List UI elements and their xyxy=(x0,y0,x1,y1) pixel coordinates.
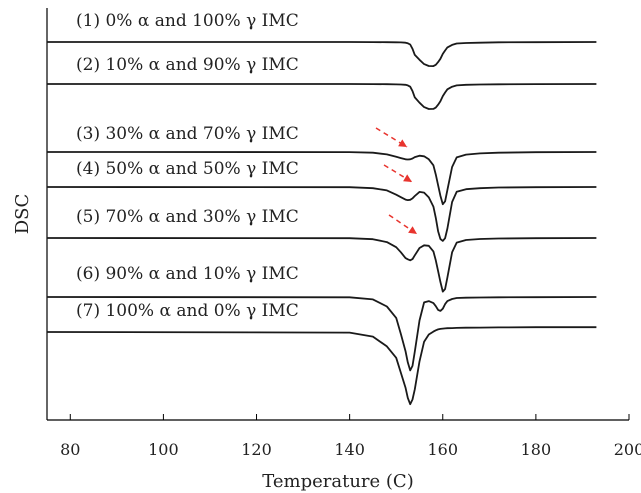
x-ticks: 80 100 120 140 160 180 200 xyxy=(60,414,641,459)
x-tick-label: 160 xyxy=(427,440,458,459)
peak-arrow-head-3 xyxy=(408,226,417,234)
dsc-curve-1 xyxy=(47,41,597,67)
dsc-curve-5 xyxy=(46,237,597,293)
curve-label-7: (7) 100% α and 0% γ IMC xyxy=(76,301,299,321)
dsc-curves xyxy=(46,41,597,406)
dsc-curve-2 xyxy=(47,83,597,110)
x-tick-label: 180 xyxy=(521,440,552,459)
y-axis-title: DSC xyxy=(12,194,33,235)
curve-label-2: (2) 10% α and 90% γ IMC xyxy=(76,55,299,75)
peak-arrow-head-2 xyxy=(403,174,412,182)
dsc-curve-7 xyxy=(46,326,597,406)
peak-arrows xyxy=(375,127,418,235)
x-tick-label: 80 xyxy=(60,440,80,459)
curve-label-1: (1) 0% α and 100% γ IMC xyxy=(76,11,299,31)
x-axis-title: Temperature (C) xyxy=(262,471,413,492)
plot-axes xyxy=(46,8,629,421)
x-tick-label: 100 xyxy=(148,440,179,459)
dsc-curve-3 xyxy=(46,151,597,206)
curve-label-3: (3) 30% α and 70% γ IMC xyxy=(76,124,299,144)
curve-label-5: (5) 70% α and 30% γ IMC xyxy=(76,207,299,227)
curve-label-4: (4) 50% α and 50% γ IMC xyxy=(76,159,299,179)
x-tick-label: 200 xyxy=(614,440,641,459)
x-tick-label: 140 xyxy=(334,440,365,459)
dsc-curve-6 xyxy=(46,296,597,372)
dsc-curve-4 xyxy=(46,186,597,242)
x-tick-label: 120 xyxy=(241,440,272,459)
curve-label-6: (6) 90% α and 10% γ IMC xyxy=(76,264,299,284)
peak-arrow-head-1 xyxy=(398,139,407,147)
curve-labels: (1) 0% α and 100% γ IMC (2) 10% α and 90%… xyxy=(76,11,299,321)
